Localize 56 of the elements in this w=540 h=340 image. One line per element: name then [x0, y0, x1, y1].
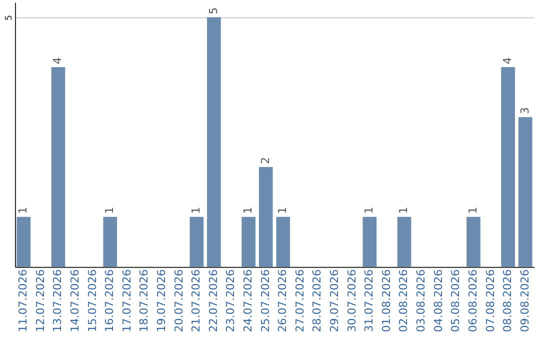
- x-tick-label: 08.08.2026: [501, 269, 514, 332]
- x-tick-label: 09.08.2026: [518, 269, 532, 332]
- x-tick-label: 03.08.2026: [414, 269, 428, 332]
- x-tick-label: 17.07.2026: [120, 269, 134, 332]
- x-tick-label: 23.07.2026: [224, 269, 238, 332]
- x-tick-label: 07.08.2026: [484, 269, 497, 332]
- x-tick-label: 29.07.2026: [328, 269, 342, 332]
- bar: [466, 216, 480, 267]
- x-tick-label: 16.07.2026: [103, 269, 116, 332]
- x-tick-label: 11.07.2026: [16, 269, 30, 332]
- bar: [501, 67, 515, 267]
- data-label: 1: [16, 206, 30, 214]
- bar: [51, 67, 66, 267]
- bar: [16, 216, 31, 267]
- bar: [190, 216, 204, 267]
- x-tick-label: 26.07.2026: [276, 269, 290, 332]
- x-tick-label: 25.07.2026: [258, 269, 272, 332]
- bar: [362, 216, 377, 267]
- bar: [518, 117, 532, 267]
- x-tick-label: 19.07.2026: [155, 269, 168, 332]
- x-tick-label: 21.07.2026: [190, 269, 203, 332]
- x-tick-label: 15.07.2026: [86, 269, 99, 332]
- x-tick-label: 14.07.2026: [68, 269, 82, 332]
- x-tick-label: 04.08.2026: [432, 269, 445, 332]
- x-tick-label: 01.08.2026: [380, 269, 393, 332]
- bar: [397, 216, 412, 267]
- data-label: 3: [518, 107, 532, 114]
- x-tick-label: 06.08.2026: [466, 269, 480, 332]
- x-tick-label: 02.08.2026: [397, 269, 410, 332]
- x-tick-label: 20.07.2026: [172, 269, 186, 332]
- x-tick-label: 28.07.2026: [310, 269, 324, 332]
- x-tick-label: 31.07.2026: [362, 269, 376, 332]
- bar: [242, 216, 256, 267]
- x-tick-label: 22.07.2026: [206, 269, 220, 332]
- bar: [207, 17, 221, 267]
- x-tick-label: 27.07.2026: [293, 269, 306, 332]
- x-tick-label: 30.07.2026: [345, 269, 358, 332]
- data-label: 1: [466, 206, 480, 214]
- bar: [276, 216, 290, 267]
- x-tick-label: 24.07.2026: [242, 269, 255, 332]
- data-label: 1: [242, 206, 255, 214]
- data-label: 4: [51, 57, 64, 64]
- data-label: 1: [276, 206, 290, 214]
- x-tick-label: 18.07.2026: [138, 269, 151, 332]
- data-label: 1: [190, 206, 203, 214]
- data-label: 1: [362, 206, 376, 214]
- data-label: 2: [258, 157, 272, 164]
- data-label: 1: [103, 206, 116, 214]
- bar: [103, 216, 118, 267]
- data-label: 4: [501, 57, 514, 64]
- x-tick-label: 13.07.2026: [51, 269, 64, 332]
- bar: [258, 167, 273, 267]
- data-label: 5: [206, 7, 220, 14]
- data-label: 1: [397, 206, 410, 214]
- x-tick-label: 05.08.2026: [449, 269, 462, 332]
- x-tick-label: 12.07.2026: [34, 269, 47, 332]
